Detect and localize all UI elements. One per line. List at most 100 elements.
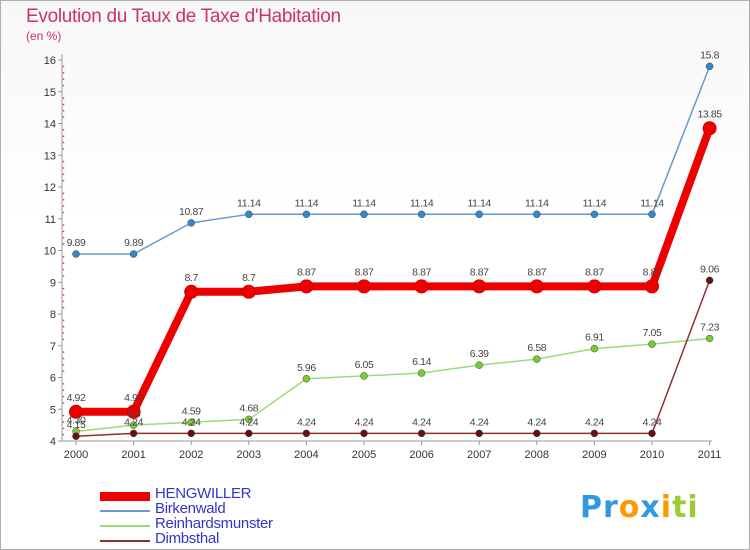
data-point [648, 210, 656, 219]
series-line-reinhardsmunster [75, 337, 710, 433]
y-minor-tick [62, 78, 65, 80]
y-minor-tick [62, 268, 65, 271]
y-minor-tick [62, 427, 65, 430]
proxiti-logo: Proxiti [580, 490, 699, 525]
y-minor-tick [62, 173, 65, 176]
data-label: 11.14 [352, 197, 376, 209]
y-minor-tick [62, 421, 65, 423]
y-minor-tick [62, 84, 65, 87]
data-label: 7.05 [643, 327, 662, 339]
y-tick-label: 5 [50, 404, 56, 416]
y-minor-tick [62, 211, 65, 214]
data-label: 9.06 [700, 263, 719, 275]
y-minor-tick [62, 129, 65, 131]
data-point [417, 210, 426, 219]
data-point [187, 219, 195, 227]
data-point [705, 62, 714, 71]
y-minor-tick [62, 141, 65, 144]
y-minor-tick [62, 243, 65, 245]
data-point [184, 284, 199, 299]
y-minor-tick [62, 179, 65, 182]
x-tick-label: 2008 [525, 449, 549, 461]
data-point [245, 210, 253, 219]
legend-swatch [100, 492, 150, 501]
y-minor-tick [62, 294, 65, 296]
logo-letter: P [580, 490, 603, 525]
y-minor-tick [62, 319, 65, 322]
y-minor-tick [62, 338, 65, 341]
legend-swatch [100, 525, 150, 527]
data-point [245, 429, 253, 438]
data-point [529, 279, 544, 294]
y-minor-tick [62, 116, 65, 118]
y-minor-tick [62, 148, 65, 150]
series-line-hengwiller [76, 126, 714, 416]
data-label: 8.87 [470, 266, 489, 278]
data-point [705, 276, 714, 285]
y-minor-tick [62, 300, 65, 303]
y-minor-tick [62, 275, 65, 277]
data-label: 11.14 [410, 197, 434, 209]
data-point [475, 361, 483, 369]
y-minor-tick [62, 395, 65, 398]
x-tick-label: 2009 [582, 449, 606, 461]
y-minor-tick [62, 224, 65, 226]
y-minor-tick [62, 256, 65, 258]
data-point [590, 344, 599, 353]
data-label: 6.14 [412, 356, 431, 368]
data-label: 11.14 [583, 197, 607, 209]
y-minor-tick [62, 325, 65, 328]
y-tick-label: 13 [44, 150, 56, 162]
y-tick-label: 8 [50, 309, 56, 321]
data-point [590, 210, 599, 219]
x-tick-label: 2011 [698, 449, 722, 461]
data-point [590, 429, 599, 438]
data-point [475, 429, 483, 438]
data-label: 11.14 [295, 197, 319, 209]
series-line-birkenwald [76, 66, 711, 255]
data-point [72, 432, 80, 440]
y-minor-tick [62, 97, 65, 99]
data-label: 10.87 [179, 206, 204, 218]
y-minor-tick [62, 370, 65, 372]
data-label: 4.92 [124, 392, 143, 404]
data-point [648, 429, 656, 438]
data-point [245, 415, 253, 424]
y-tick-label: 16 [44, 55, 56, 67]
data-point [472, 279, 487, 294]
data-point [129, 250, 138, 258]
data-point [533, 429, 541, 438]
data-point [414, 279, 429, 294]
data-label: 11.14 [467, 197, 491, 209]
y-minor-tick [62, 103, 65, 106]
data-label: 6.91 [585, 332, 604, 344]
logo-letter: i [687, 490, 699, 525]
data-label: 4.15 [67, 419, 86, 431]
y-minor-tick [62, 135, 65, 137]
y-tick-label: 11 [45, 214, 56, 226]
data-label: 4.24 [239, 416, 258, 428]
data-label: 9.89 [124, 237, 143, 249]
data-label: 5.96 [297, 362, 316, 374]
legend-label: HENGWILLER [155, 485, 252, 502]
data-label: 8.87 [412, 266, 431, 278]
data-label: 11.14 [640, 197, 664, 209]
y-minor-tick [62, 433, 65, 436]
legend-label: Dimbsthal [155, 530, 219, 547]
legend-swatch [100, 540, 150, 542]
data-point [187, 429, 195, 438]
y-minor-tick [62, 110, 65, 112]
data-label: 4.30 [67, 414, 86, 426]
data-point [648, 340, 656, 348]
y-minor-tick [62, 65, 65, 68]
y-minor-tick [62, 383, 65, 385]
data-label: 15.8 [700, 49, 719, 61]
y-minor-tick [62, 192, 65, 195]
data-label: 8.87 [643, 266, 662, 278]
data-label: 6.39 [470, 348, 489, 360]
y-minor-tick [62, 71, 65, 74]
y-tick-label: 15 [44, 87, 56, 99]
y-minor-tick [62, 351, 65, 353]
x-tick-label: 2000 [64, 449, 88, 461]
